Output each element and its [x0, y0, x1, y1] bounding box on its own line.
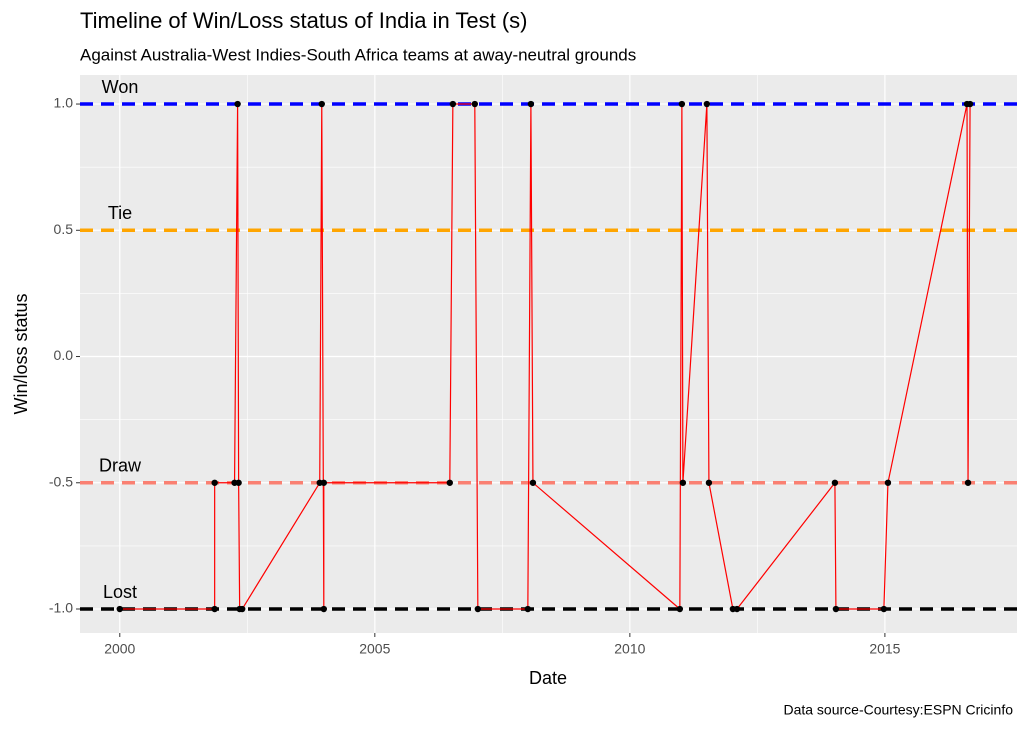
- y-tick-label: 0.0: [54, 347, 74, 363]
- data-point: [235, 479, 242, 486]
- data-point: [116, 605, 123, 613]
- data-point: [474, 605, 482, 613]
- y-tick-label: 1.0: [54, 95, 74, 111]
- data-point: [446, 479, 454, 486]
- y-tick-label: -0.5: [49, 473, 73, 489]
- data-point: [527, 100, 535, 108]
- caption: Data source-Courtesy:ESPN Cricinfo: [783, 702, 1013, 718]
- reference-label: Lost: [103, 582, 137, 602]
- x-tick-label: 2005: [359, 641, 390, 657]
- data-point: [832, 605, 840, 613]
- data-point: [679, 479, 687, 486]
- data-point: [524, 605, 532, 613]
- data-point: [733, 605, 741, 613]
- data-point: [831, 479, 839, 486]
- data-point: [320, 479, 328, 486]
- y-tick-label: 0.5: [54, 221, 74, 237]
- data-point: [318, 100, 325, 108]
- data-point: [239, 605, 246, 613]
- data-point: [449, 100, 457, 108]
- data-point: [678, 100, 686, 108]
- reference-label: Draw: [99, 456, 142, 476]
- data-point: [320, 605, 328, 613]
- plot-panel: [80, 75, 1017, 633]
- data-point: [211, 479, 218, 486]
- data-point: [471, 100, 478, 108]
- data-point: [884, 479, 892, 486]
- data-point: [234, 100, 241, 108]
- data-point: [676, 605, 684, 613]
- x-tick-label: 2015: [869, 641, 900, 657]
- data-point: [705, 479, 713, 486]
- chart-subtitle: Against Australia-West Indies-South Afri…: [80, 45, 636, 64]
- x-tick-label: 2010: [614, 641, 645, 657]
- data-point: [880, 605, 888, 613]
- data-point: [529, 479, 537, 486]
- data-point: [966, 100, 974, 108]
- y-axis-label: Win/loss status: [11, 293, 31, 414]
- data-point: [703, 100, 711, 108]
- reference-label: Won: [102, 77, 139, 97]
- data-point: [211, 605, 218, 613]
- x-tick-label: 2000: [104, 641, 135, 657]
- chart-title: Timeline of Win/Loss status of India in …: [80, 8, 528, 33]
- y-tick-label: -1.0: [49, 600, 73, 616]
- data-point: [964, 479, 972, 486]
- x-axis-label: Date: [529, 668, 567, 688]
- reference-label: Tie: [108, 203, 132, 223]
